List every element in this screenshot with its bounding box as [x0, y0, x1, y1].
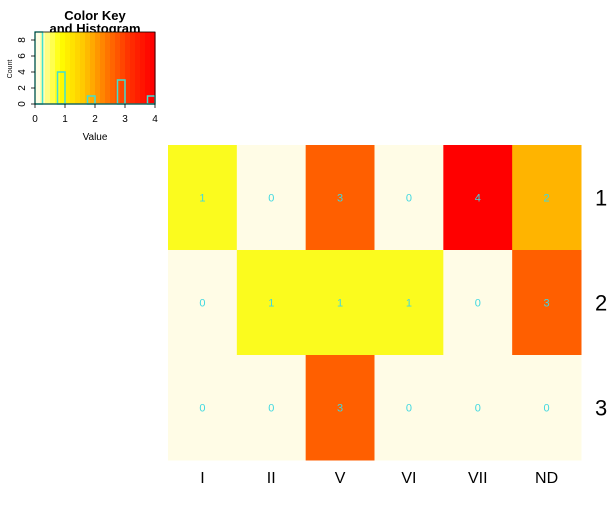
heatmap-cell: [512, 355, 582, 461]
heatmap-cell-label: 0: [199, 403, 205, 415]
heatmap-cell-label: 0: [268, 403, 274, 415]
color-key-stripe: [130, 32, 136, 104]
heatmap-cell-label: 0: [475, 403, 481, 415]
heatmap-cell-label: 0: [199, 298, 205, 310]
heatmap-cell: [512, 250, 582, 356]
heatmap-cell-label: 1: [337, 298, 343, 310]
column-label: ND: [535, 470, 558, 487]
heatmap-cell: [236, 250, 307, 356]
row-label: 2: [595, 291, 607, 316]
heatmap-cell: [236, 355, 307, 461]
heatmap-cell-label: 3: [337, 193, 343, 205]
column-label: V: [335, 470, 346, 487]
color-key-stripe: [110, 32, 116, 104]
color-key-stripe: [50, 32, 56, 104]
y-tick-label: 4: [17, 69, 28, 75]
heatmap-cell-label: 0: [406, 403, 412, 415]
heatmap-cell: [236, 145, 307, 251]
row-label: 3: [595, 396, 607, 421]
column-label: VI: [401, 470, 416, 487]
color-key-title-line1: Color Key: [64, 8, 126, 23]
heatmap-cell: [443, 145, 513, 251]
column-label: I: [200, 470, 204, 487]
heatmap-cell: [374, 355, 444, 461]
color-key-axes: 0 1 2 3 4 0 2 4 6 8: [17, 31, 158, 125]
x-tick-label: 1: [62, 114, 68, 125]
heatmap-cell-label: 0: [406, 193, 412, 205]
color-key-stripe: [75, 32, 81, 104]
y-tick-label: 8: [17, 37, 28, 43]
heatmap-cell: [168, 250, 238, 356]
column-label: VII: [468, 470, 488, 487]
y-tick-label: 2: [17, 85, 28, 91]
heatmap-cell: [374, 145, 444, 251]
heatmap-cell: [305, 250, 375, 356]
color-key-stripe: [120, 32, 126, 104]
column-label: II: [267, 470, 276, 487]
color-key-stripe: [80, 32, 86, 104]
color-key-stripe: [125, 32, 131, 104]
heatmap-cell-label: 0: [475, 298, 481, 310]
heatmap-cell-label: 2: [544, 193, 550, 205]
heatmap-cell: [512, 145, 582, 251]
row-label: 1: [595, 186, 607, 211]
color-key-stripe: [95, 32, 101, 104]
y-tick-label: 0: [17, 101, 28, 107]
color-key-stripe: [70, 32, 76, 104]
heatmap-cell-label: 0: [268, 193, 274, 205]
color-key-ylabel: Count: [7, 60, 14, 79]
color-key-stripe: [45, 32, 51, 104]
heatmap-cell: [443, 355, 513, 461]
color-key-stripe: [90, 32, 96, 104]
heatmap-cell-label: 1: [199, 193, 205, 205]
heatmap-cell: [168, 355, 238, 461]
heatmap-cell-label: 1: [268, 298, 274, 310]
color-key-stripe: [150, 32, 156, 104]
heatmap-cell-label: 3: [337, 403, 343, 415]
color-key-stripe: [135, 32, 141, 104]
color-key-stripe: [55, 32, 61, 104]
heatmap-cell: [374, 250, 444, 356]
heatmap-cell-label: 1: [406, 298, 412, 310]
color-key-xlabel: Value: [83, 132, 108, 143]
heatmap-cell-label: 0: [544, 403, 550, 415]
x-tick-label: 2: [92, 114, 98, 125]
color-key-stripe: [100, 32, 106, 104]
color-key-stripe: [140, 32, 146, 104]
heatmap-cell: [305, 355, 375, 461]
color-key-stripe: [145, 32, 151, 104]
heatmap-cell: [168, 145, 238, 251]
color-key-stripe: [115, 32, 121, 104]
x-tick-label: 3: [122, 114, 128, 125]
heatmap-cell: [305, 145, 375, 251]
color-key-stripe: [105, 32, 111, 104]
x-tick-label: 0: [32, 114, 38, 125]
heatmap-cell-label: 3: [544, 298, 550, 310]
color-key-stripe: [85, 32, 91, 104]
x-tick-label: 4: [152, 114, 158, 125]
color-key-stripe: [35, 32, 41, 104]
color-key-stripe: [65, 32, 71, 104]
color-key-stripe: [60, 32, 66, 104]
color-key-gradient: [35, 32, 156, 104]
heatmap-cell: [443, 250, 513, 356]
y-tick-label: 6: [17, 53, 28, 59]
heatmap-cell-label: 4: [475, 193, 481, 205]
